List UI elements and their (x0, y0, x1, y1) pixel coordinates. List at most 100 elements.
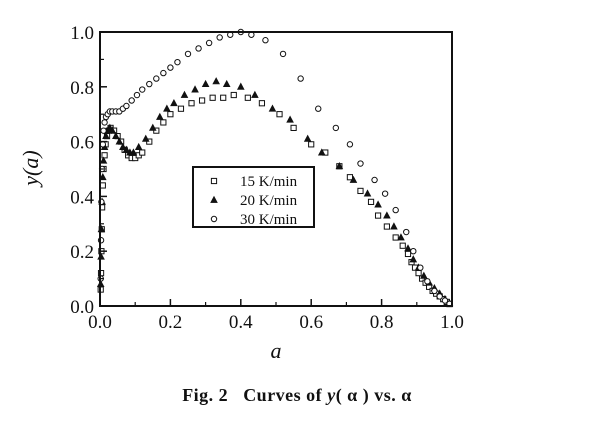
data-point (357, 160, 364, 167)
data-point (201, 79, 210, 87)
data-point (198, 97, 206, 104)
y-tick-label: 0.0 (70, 297, 94, 318)
legend-label: 30 K/min (240, 212, 298, 228)
data-point (222, 79, 231, 87)
data-point (160, 69, 167, 77)
caption-var: α (401, 385, 412, 405)
caption-mid: vs. (369, 385, 402, 405)
legend-marker (210, 215, 218, 223)
data-point (122, 145, 131, 153)
data-point (383, 223, 390, 230)
data-point (404, 250, 412, 258)
data-point (139, 149, 146, 156)
data-point (99, 172, 107, 181)
data-point (129, 148, 138, 156)
legend-label: 20 K/min (240, 193, 298, 209)
data-point (180, 90, 189, 98)
legend: 15 K/min 20 K/min 30 K/min (192, 166, 315, 228)
data-point (335, 162, 344, 170)
series-3 (97, 28, 453, 308)
data-point (167, 64, 174, 71)
data-point (99, 156, 108, 164)
y-tick-label: 0.6 (70, 133, 94, 154)
data-point (276, 111, 283, 118)
data-point (191, 85, 199, 93)
legend-label: 15 K/min (240, 174, 298, 190)
data-point (297, 75, 304, 82)
data-point (153, 75, 160, 82)
x-tick-label: 0.4 (229, 312, 253, 333)
data-point (420, 271, 428, 279)
data-point (392, 234, 399, 241)
data-point (108, 126, 117, 134)
data-point (251, 90, 259, 98)
data-point (374, 212, 382, 219)
data-point (397, 233, 405, 241)
data-point (100, 127, 107, 134)
x-tick-label: 0.2 (159, 312, 183, 333)
figure-label: Fig. 2 (182, 385, 229, 405)
data-point (123, 102, 130, 110)
figure-caption: Fig. 2 Curves of y( α ) vs. α (0, 385, 594, 406)
data-point (128, 97, 135, 104)
data-point (431, 287, 438, 295)
data-point (149, 123, 157, 131)
data-point (258, 100, 266, 107)
x-tick-label: 0.0 (88, 312, 112, 333)
data-point (441, 297, 449, 304)
data-point (424, 278, 431, 285)
data-point (363, 189, 372, 197)
data-point (146, 80, 153, 88)
legend-marker (210, 177, 218, 185)
data-point (156, 112, 164, 120)
y-tick-label: 1.0 (70, 23, 94, 44)
data-point (374, 200, 382, 208)
data-point (174, 58, 181, 66)
x-tick-label: 0.6 (299, 312, 323, 333)
data-point (160, 119, 167, 126)
data-point (409, 255, 418, 263)
data-point (170, 99, 178, 107)
data-point (102, 131, 110, 140)
data-point (212, 77, 220, 85)
data-point (220, 94, 227, 101)
data-point (286, 115, 294, 123)
data-point (112, 131, 120, 140)
y-tick-label: 0.2 (70, 242, 94, 263)
data-marks (96, 28, 454, 308)
data-point (119, 142, 127, 150)
data-point (134, 142, 143, 150)
data-point (357, 187, 364, 195)
data-point (133, 91, 141, 99)
data-point (101, 119, 108, 126)
data-point (381, 190, 389, 197)
data-point (417, 264, 424, 271)
data-point (163, 104, 171, 112)
data-point (399, 242, 406, 249)
data-point (216, 34, 223, 41)
y-tick-label: 0.4 (70, 187, 94, 208)
data-point (346, 174, 354, 181)
data-point (383, 211, 391, 219)
x-tick-label: 1.0 (440, 312, 464, 333)
y-axis-title: y(a) (18, 150, 43, 187)
data-point (141, 134, 150, 142)
data-point (262, 37, 269, 44)
legend-marker (210, 195, 218, 203)
data-point (290, 124, 297, 132)
data-point (349, 175, 358, 183)
data-point (167, 111, 174, 118)
x-axis: 0.0 0.2 0.4 0.6 0.8 1.0 (88, 299, 464, 333)
data-point (177, 105, 185, 112)
caption-prefix: Curves of (243, 385, 328, 405)
data-point (410, 248, 417, 255)
y-axis: 0.0 0.2 0.4 0.6 0.8 1.0 (70, 23, 107, 318)
data-point (205, 39, 213, 47)
data-point (184, 50, 192, 58)
x-axis-title: a (271, 338, 282, 363)
data-point (308, 141, 315, 148)
caption-func: y (327, 385, 336, 405)
data-point (390, 222, 398, 230)
data-point (268, 104, 277, 112)
